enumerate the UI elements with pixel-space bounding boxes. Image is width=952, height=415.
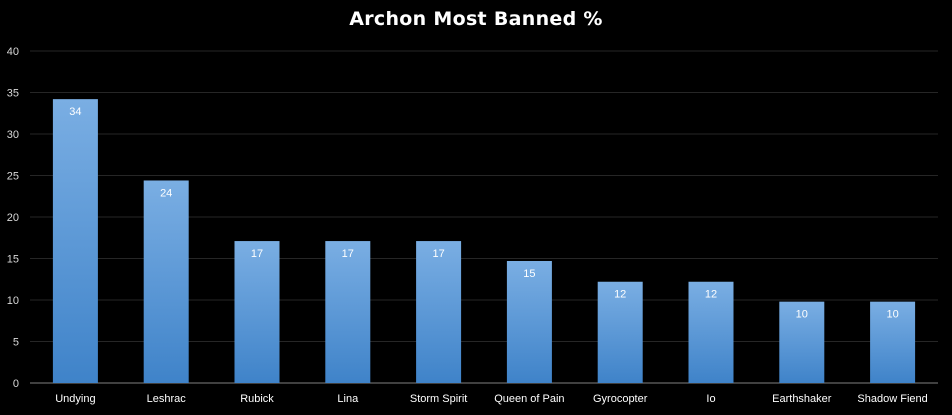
x-tick-label: Shadow Fiend: [857, 393, 927, 405]
data-label: 10: [886, 309, 898, 321]
y-tick-label: 10: [7, 295, 19, 307]
y-tick-label: 0: [13, 378, 19, 390]
data-label: 12: [614, 289, 626, 301]
x-tick-label: Storm Spirit: [410, 393, 467, 405]
y-tick-label: 20: [7, 212, 19, 224]
bar: [688, 281, 734, 383]
data-labels: 34 24 17 17 17 15 12 12 10 10: [69, 106, 898, 321]
y-tick-label: 5: [13, 337, 19, 349]
y-tick-label: 25: [7, 171, 19, 183]
bar: [143, 180, 189, 383]
chart-title: Archon Most Banned %: [349, 8, 603, 30]
y-axis-ticks: 0 5 10 15 20 25 30 35 40: [7, 46, 19, 390]
y-tick-label: 35: [7, 88, 19, 100]
x-tick-label: Gyrocopter: [593, 393, 648, 405]
y-tick-label: 30: [7, 129, 19, 141]
x-tick-label: Earthshaker: [772, 393, 832, 405]
data-label: 24: [160, 187, 172, 199]
bar: [52, 99, 98, 383]
x-tick-label: Io: [706, 393, 715, 405]
data-label: 17: [251, 248, 263, 260]
data-label: 15: [523, 268, 535, 280]
x-axis-ticks: Undying Leshrac Rubick Lina Storm Spirit Quee…: [55, 393, 928, 405]
x-tick-label: Leshrac: [147, 393, 187, 405]
x-tick-label: Queen of Pain: [494, 393, 564, 405]
bar: [234, 241, 280, 383]
data-label: 17: [432, 248, 444, 260]
gridlines: [30, 50, 938, 384]
data-label: 10: [796, 309, 808, 321]
x-tick-label: Lina: [337, 393, 359, 405]
data-label: 34: [69, 106, 81, 118]
bar: [325, 241, 371, 383]
bar: [870, 301, 916, 383]
y-tick-label: 15: [7, 254, 19, 266]
x-tick-label: Undying: [55, 393, 95, 405]
data-label: 12: [705, 289, 717, 301]
x-tick-label: Rubick: [240, 393, 274, 405]
bar: [416, 241, 462, 383]
bars: [52, 99, 916, 383]
bar: [506, 260, 552, 383]
y-tick-label: 40: [7, 46, 19, 58]
bar: [597, 281, 643, 383]
bar: [779, 301, 825, 383]
data-label: 17: [342, 248, 354, 260]
